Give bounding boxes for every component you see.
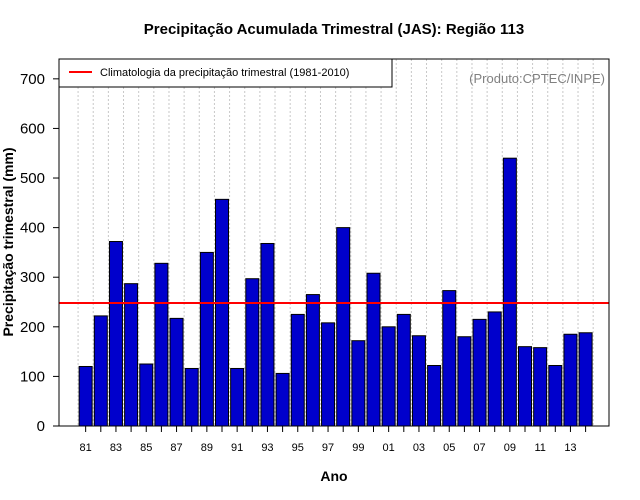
bar-81: [78, 365, 93, 427]
bar-98: [336, 227, 351, 427]
plot-area: Climatologia da precipitação trimestral …: [58, 58, 610, 427]
x-tick-label: 13: [564, 442, 576, 454]
y-tick-label: 100: [20, 368, 45, 385]
bar-84: [124, 283, 139, 427]
bar-91: [230, 367, 245, 427]
bar-83: [108, 241, 123, 427]
x-tick-label: 01: [383, 442, 395, 454]
bar-08: [487, 311, 502, 427]
y-tick-label: 200: [20, 319, 45, 336]
bar-99: [351, 340, 366, 427]
y-tick-label: 700: [20, 71, 45, 88]
bar-03: [411, 335, 426, 427]
bar-90: [215, 198, 229, 427]
y-tick-label: 400: [20, 220, 45, 237]
bar-07: [472, 318, 487, 427]
x-tick-label: 11: [534, 442, 545, 454]
x-tick-label: 97: [322, 442, 334, 454]
x-axis-label: Ano: [320, 468, 347, 484]
y-tick-label: 300: [20, 269, 45, 286]
bar-00: [366, 272, 381, 427]
chart-title: Precipitação Acumulada Trimestral (JAS):…: [144, 21, 524, 38]
bar-13: [563, 333, 578, 427]
bar-97: [321, 322, 336, 427]
bar-11: [533, 347, 548, 427]
x-tick-label: 05: [443, 442, 455, 454]
bar-09: [502, 157, 517, 427]
bar-87: [169, 317, 184, 427]
x-axis: 81 83 85 87 89 91 93 95 97 99 01 03 05 07 09 11 13: [80, 425, 587, 454]
x-tick-label: 99: [352, 442, 364, 454]
y-axis-label: Precipitação trimestral (mm): [0, 147, 16, 336]
y-tick-label: 0: [37, 418, 45, 435]
bar-89: [199, 251, 214, 427]
bar-94: [275, 372, 290, 427]
x-tick-label: 81: [80, 442, 92, 454]
bar-01: [381, 326, 396, 427]
x-tick-label: 09: [504, 442, 516, 454]
bar-04: [427, 364, 442, 427]
bar-10: [518, 346, 532, 427]
bar-93: [260, 242, 275, 427]
x-tick-label: 93: [261, 442, 273, 454]
grid-lines: [77, 59, 594, 426]
bar-95: [290, 313, 305, 427]
x-tick-label: 89: [201, 442, 213, 454]
bar-05: [442, 290, 457, 427]
bar-02: [396, 313, 411, 427]
legend-label: Climatologia da precipitação trimestral …: [100, 67, 349, 79]
x-tick-label: 03: [413, 442, 425, 454]
bar-06: [457, 336, 472, 427]
bar-88: [184, 367, 199, 427]
y-axis: 0 100 200 300 400 500 600 700: [20, 71, 60, 435]
legend: Climatologia da precipitação trimestral …: [58, 58, 393, 88]
bar-92: [245, 278, 260, 427]
bar-14: [578, 332, 593, 427]
x-tick-label: 83: [110, 442, 122, 454]
y-tick-label: 500: [20, 170, 45, 187]
bar-86: [154, 262, 169, 427]
bar-85: [139, 363, 154, 427]
x-tick-label: 91: [231, 442, 243, 454]
product-credit: (Produto:CPTEC/INPE): [469, 71, 605, 86]
bar-82: [93, 315, 108, 427]
x-tick-label: 85: [140, 442, 152, 454]
x-tick-label: 07: [473, 442, 485, 454]
x-tick-label: 95: [292, 442, 304, 454]
bar-12: [548, 364, 563, 427]
y-tick-label: 600: [20, 120, 45, 137]
legend-box: [58, 58, 393, 88]
x-tick-label: 87: [170, 442, 182, 454]
bar-96: [305, 294, 320, 427]
